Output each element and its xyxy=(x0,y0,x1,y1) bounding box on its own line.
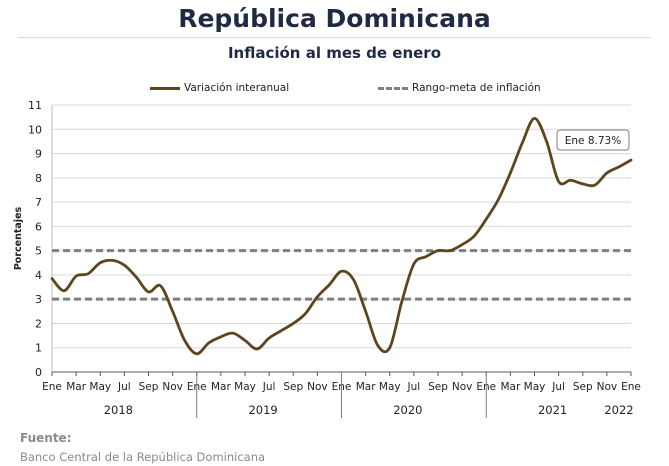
x-tick-label: May xyxy=(89,381,111,393)
year-label: 2019 xyxy=(248,403,277,417)
legend-swatch-solid xyxy=(150,86,180,90)
x-tick-label: Nov xyxy=(307,381,328,393)
y-tick-label: 10 xyxy=(28,123,42,136)
annotation-box xyxy=(556,129,630,151)
x-tick-label: Jul xyxy=(551,381,565,393)
x-tick-label: Ene xyxy=(621,381,641,393)
legend-label-variacion: Variación interanual xyxy=(184,82,290,94)
legend-swatch-dashed xyxy=(378,86,408,90)
x-tick-label: May xyxy=(234,381,256,393)
year-label: 2020 xyxy=(393,403,422,417)
y-tick-label: 3 xyxy=(35,293,42,306)
legend-item-rango: Rango-meta de inflación xyxy=(378,82,541,94)
legend-item-variacion: Variación interanual xyxy=(150,82,289,94)
chart-subtitle: Inflación al mes de enero xyxy=(227,44,442,62)
y-tick-label: 0 xyxy=(35,366,42,379)
x-tick-label: Sep xyxy=(139,381,159,393)
x-tick-label: Jul xyxy=(117,381,131,393)
year-label: 2022 xyxy=(604,403,633,417)
x-tick-label: Mar xyxy=(66,381,86,393)
legend: Variación interanual Rango-meta de infla… xyxy=(0,82,669,100)
y-tick-label: 9 xyxy=(35,148,42,161)
y-tick-label: 4 xyxy=(35,269,42,282)
y-tick-label: 5 xyxy=(35,245,42,258)
year-label: 2021 xyxy=(538,403,567,417)
y-tick-label: 11 xyxy=(28,99,42,112)
y-tick-label: 2 xyxy=(35,317,42,330)
x-tick-label: May xyxy=(524,381,546,393)
source-text: Banco Central de la República Dominicana xyxy=(20,450,266,464)
y-tick-label: 7 xyxy=(35,196,42,209)
x-tick-label: Jul xyxy=(262,381,276,393)
chart-title: República Dominicana xyxy=(178,4,491,33)
source-label: Fuente: xyxy=(20,431,72,445)
x-tick-label: Mar xyxy=(211,381,231,393)
y-tick-label: 8 xyxy=(35,172,42,185)
x-tick-label: May xyxy=(379,381,401,393)
x-tick-label: Mar xyxy=(356,381,376,393)
title-divider xyxy=(18,37,650,38)
legend-label-rango: Rango-meta de inflación xyxy=(412,82,541,94)
annotation-label: Ene 8.73% xyxy=(565,135,621,147)
x-tick-label: Sep xyxy=(283,381,303,393)
series-line-variacion xyxy=(50,116,633,356)
x-tick-label: Sep xyxy=(428,381,448,393)
year-label: 2018 xyxy=(104,403,133,417)
x-tick-label: Sep xyxy=(573,381,593,393)
x-tick-label: Nov xyxy=(597,381,618,393)
x-tick-label: Nov xyxy=(452,381,473,393)
x-tick-label: Jul xyxy=(407,381,421,393)
y-tick-label: 1 xyxy=(35,342,42,355)
x-tick-label: Mar xyxy=(500,381,520,393)
y-tick-label: 6 xyxy=(35,220,42,233)
y-axis-label: Porcentajes xyxy=(13,207,24,271)
x-tick-label: Nov xyxy=(162,381,183,393)
x-tick-label: Ene xyxy=(42,381,62,393)
